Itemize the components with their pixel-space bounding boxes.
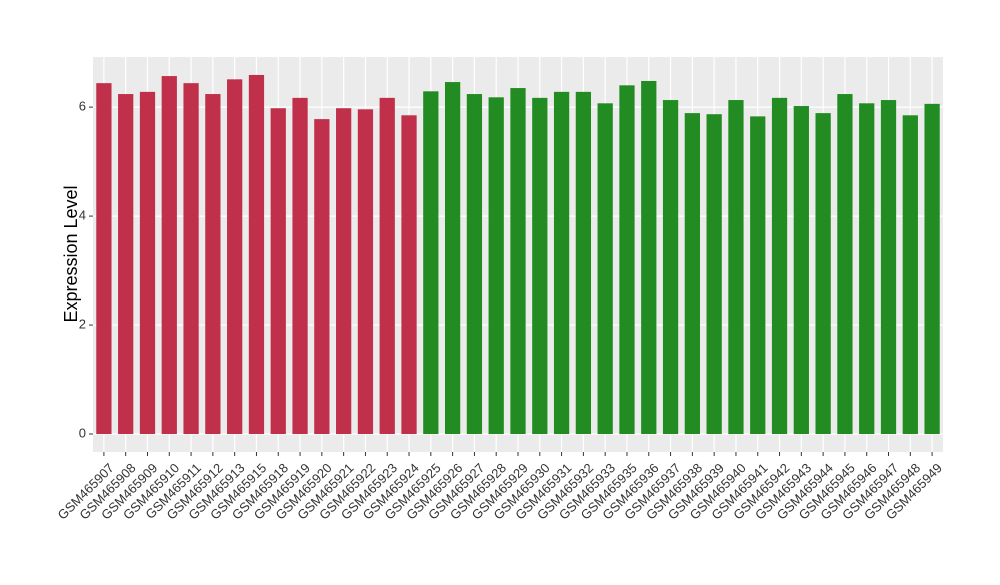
bar xyxy=(183,83,199,435)
bar xyxy=(423,91,439,435)
bar xyxy=(270,108,286,435)
bar xyxy=(357,109,374,435)
bar xyxy=(292,97,308,435)
bar xyxy=(139,91,156,435)
bar xyxy=(553,91,570,435)
y-axis-title: Expression Level xyxy=(61,185,81,322)
bar xyxy=(466,94,483,435)
bar xyxy=(401,115,417,435)
bar xyxy=(532,97,548,435)
bar xyxy=(859,103,875,435)
y-tick-label: 2 xyxy=(79,316,86,331)
bar xyxy=(205,94,221,435)
y-tick-label: 6 xyxy=(79,99,86,114)
bar xyxy=(619,85,635,435)
bar xyxy=(248,74,265,435)
bar xyxy=(488,97,504,435)
bar xyxy=(902,115,918,435)
y-tick-label: 0 xyxy=(79,425,86,440)
bar xyxy=(837,94,853,435)
bar xyxy=(379,97,395,435)
bar xyxy=(510,88,526,435)
bar xyxy=(815,113,831,435)
bar xyxy=(444,82,461,435)
bar xyxy=(96,83,112,435)
bar xyxy=(641,80,657,435)
bar xyxy=(684,113,700,435)
bar xyxy=(314,119,330,435)
bar xyxy=(118,94,134,435)
bar xyxy=(161,76,177,435)
bar xyxy=(336,108,352,435)
bar xyxy=(880,100,897,435)
bar xyxy=(662,100,679,435)
bar xyxy=(771,97,788,435)
bar xyxy=(706,114,722,435)
bar xyxy=(728,100,744,435)
bar xyxy=(793,106,809,435)
y-tick-label: 4 xyxy=(79,208,86,223)
bar xyxy=(750,116,766,435)
bar xyxy=(575,91,592,435)
bar xyxy=(597,103,613,435)
bar xyxy=(924,103,940,435)
bar xyxy=(227,79,243,435)
